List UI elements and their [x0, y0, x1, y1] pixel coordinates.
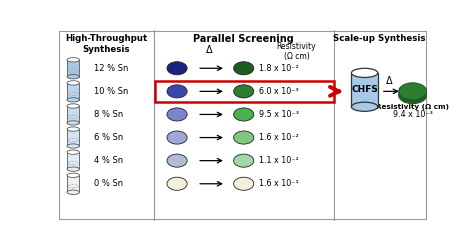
Text: 4 % Sn: 4 % Sn — [94, 156, 123, 165]
Text: CHFS: CHFS — [351, 85, 378, 94]
Text: 1.1 x 10⁻²: 1.1 x 10⁻² — [259, 156, 299, 165]
Ellipse shape — [234, 85, 254, 98]
Text: 1.6 x 10⁻¹: 1.6 x 10⁻¹ — [259, 179, 299, 188]
Ellipse shape — [351, 68, 378, 77]
Text: 0 % Sn: 0 % Sn — [94, 179, 123, 188]
Bar — [155, 81, 334, 102]
Ellipse shape — [167, 177, 187, 190]
Ellipse shape — [167, 62, 187, 75]
Ellipse shape — [399, 87, 427, 104]
Text: Scale-up Synthesis: Scale-up Synthesis — [333, 34, 426, 43]
Ellipse shape — [167, 154, 187, 167]
Ellipse shape — [67, 150, 80, 154]
Text: 10 % Sn: 10 % Sn — [94, 87, 128, 96]
Bar — [67, 106, 80, 123]
Text: Parallel Screening: Parallel Screening — [193, 34, 294, 44]
Ellipse shape — [234, 154, 254, 167]
Ellipse shape — [67, 173, 80, 178]
Ellipse shape — [234, 177, 254, 190]
Ellipse shape — [351, 102, 378, 111]
Ellipse shape — [67, 167, 80, 171]
Ellipse shape — [167, 108, 187, 121]
Bar — [351, 73, 378, 107]
Text: 6.0 x 10⁻³: 6.0 x 10⁻³ — [259, 87, 299, 96]
Text: Resistivity
(Ω cm): Resistivity (Ω cm) — [277, 42, 316, 62]
Ellipse shape — [167, 85, 187, 98]
Text: 1.8 x 10⁻²: 1.8 x 10⁻² — [259, 64, 299, 73]
Ellipse shape — [234, 62, 254, 75]
Ellipse shape — [399, 83, 427, 100]
Ellipse shape — [67, 75, 80, 79]
Bar — [67, 129, 80, 146]
Text: Δ: Δ — [206, 45, 212, 55]
Text: Δ: Δ — [386, 76, 393, 86]
Ellipse shape — [67, 81, 80, 85]
Bar — [67, 60, 80, 77]
Text: 9.4 x 10⁻³: 9.4 x 10⁻³ — [393, 110, 433, 119]
Ellipse shape — [67, 58, 80, 62]
Text: Resistivity (Ω cm): Resistivity (Ω cm) — [376, 104, 449, 110]
Text: 8 % Sn: 8 % Sn — [94, 110, 123, 119]
Bar — [67, 152, 80, 169]
Ellipse shape — [67, 190, 80, 194]
Text: 6 % Sn: 6 % Sn — [94, 133, 123, 142]
Ellipse shape — [234, 108, 254, 121]
Ellipse shape — [67, 104, 80, 108]
Ellipse shape — [67, 121, 80, 125]
Ellipse shape — [67, 127, 80, 131]
Bar — [67, 175, 80, 192]
Text: 9.5 x 10⁻³: 9.5 x 10⁻³ — [259, 110, 299, 119]
Bar — [67, 83, 80, 100]
Ellipse shape — [167, 131, 187, 144]
Ellipse shape — [67, 144, 80, 148]
Text: High-Throughput
Synthesis: High-Throughput Synthesis — [65, 34, 147, 54]
Ellipse shape — [67, 98, 80, 102]
Ellipse shape — [234, 131, 254, 144]
Text: 12 % Sn: 12 % Sn — [94, 64, 128, 73]
Text: 1.6 x 10⁻²: 1.6 x 10⁻² — [259, 133, 299, 142]
